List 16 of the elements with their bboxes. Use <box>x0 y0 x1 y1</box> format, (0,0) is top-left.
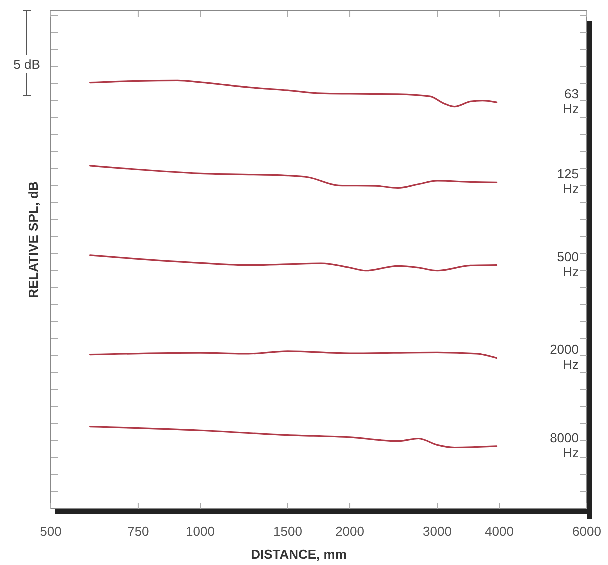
x-tick-label: 1000 <box>186 524 215 539</box>
x-tick-label: 6000 <box>572 524 602 539</box>
x-tick-label: 1500 <box>274 524 302 539</box>
x-axis-title: DISTANCE, mm <box>251 547 347 562</box>
text: 8000 Hz <box>550 430 579 460</box>
text: 500 Hz <box>557 249 579 280</box>
x-tick-label: 500 <box>40 524 62 539</box>
x-tick-label: 4000 <box>485 524 514 539</box>
y-axis-title: RELATIVE SPL, dB <box>26 182 41 298</box>
x-tick-label: 2000 <box>336 524 364 539</box>
x-tick-label: 750 <box>128 524 150 539</box>
text: 2000 Hz <box>550 342 579 372</box>
text: 63 Hz <box>563 86 579 117</box>
x-tick-label: 3000 <box>423 524 452 539</box>
text: 5 dB <box>14 57 40 72</box>
text: 125 Hz <box>557 166 579 197</box>
